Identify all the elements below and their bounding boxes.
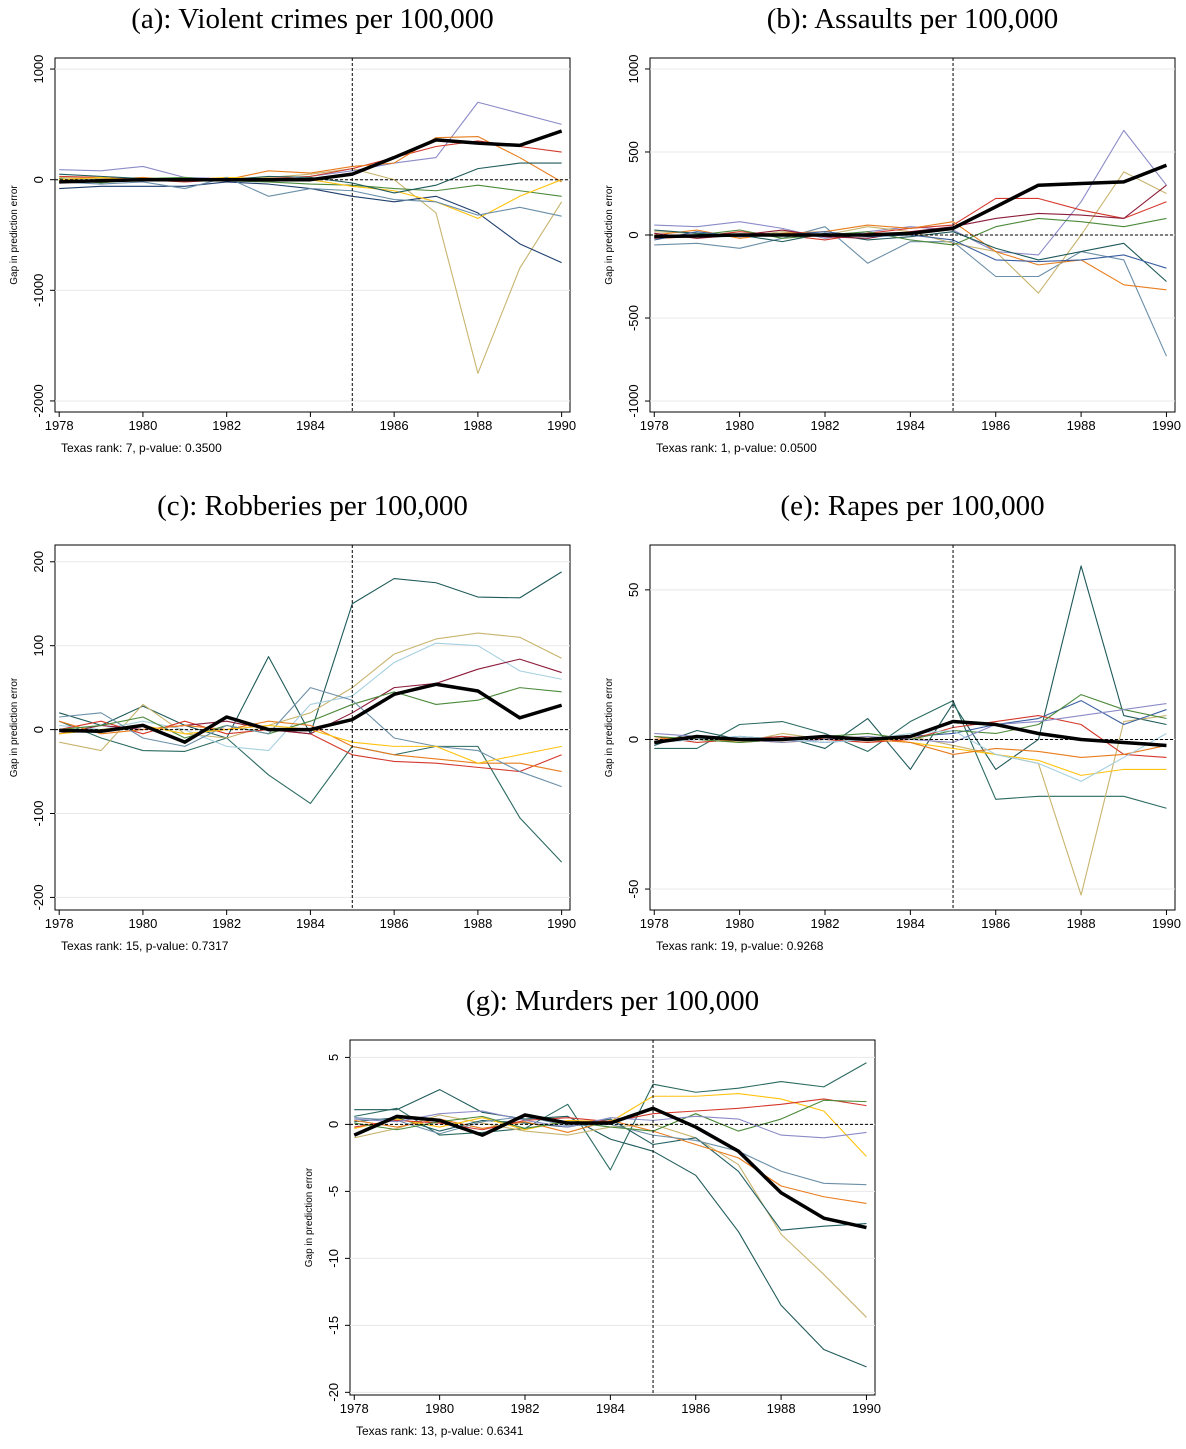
panel: (b): Assaults per 100,000 -1000 -500 0 500 10… xyxy=(604,3,1181,455)
note: Texas rank: 7, p-value: 0.3500 xyxy=(61,441,222,455)
x-tick-label: 1980 xyxy=(725,418,754,433)
y-tick-label: 0 xyxy=(626,736,641,743)
series-line xyxy=(59,135,562,184)
x-tick-label: 1978 xyxy=(340,1401,369,1416)
x-tick-label: 1990 xyxy=(547,916,576,931)
x-tick-label: 1990 xyxy=(1152,418,1181,433)
series-line xyxy=(654,700,1167,809)
x-tick-label: 1978 xyxy=(45,418,74,433)
series-line xyxy=(59,687,562,739)
y-axis-title: Gap in prediction error xyxy=(604,677,615,777)
x-tick-label: 1986 xyxy=(380,418,409,433)
panel-title: (b): Assaults per 100,000 xyxy=(767,3,1059,35)
x-tick-label: 1980 xyxy=(425,1401,454,1416)
x-tick-label: 1988 xyxy=(463,916,492,931)
x-tick-label: 1986 xyxy=(681,1401,710,1416)
panel: (g): Murders per 100,000 -20 -15 -10 -5 0 5 197… xyxy=(304,985,881,1438)
x-tick-label: 1984 xyxy=(296,916,325,931)
y-tick-label: 0 xyxy=(626,231,641,238)
panel: (c): Robberies per 100,000 -200 -100 0 100 20… xyxy=(9,490,576,953)
y-tick-label: -500 xyxy=(626,305,641,331)
series-line xyxy=(59,632,562,752)
panel-title: (a): Violent crimes per 100,000 xyxy=(131,3,494,35)
x-tick-label: 1984 xyxy=(596,1401,625,1416)
x-tick-label: 1982 xyxy=(212,418,241,433)
x-tick-label: 1982 xyxy=(811,916,840,931)
y-tick-label: -10 xyxy=(326,1249,341,1268)
y-tick-label: 100 xyxy=(31,635,46,657)
panel-title: (e): Rapes per 100,000 xyxy=(780,490,1044,522)
y-tick-label: -200 xyxy=(31,884,46,910)
y-tick-label: 500 xyxy=(626,141,641,163)
x-tick-label: 1986 xyxy=(981,418,1010,433)
x-tick-label: 1984 xyxy=(896,916,925,931)
x-tick-label: 1982 xyxy=(511,1401,540,1416)
y-tick-label: 0 xyxy=(31,176,46,183)
y-tick-label: -15 xyxy=(326,1316,341,1335)
series-line xyxy=(654,729,1167,782)
series-line xyxy=(353,1106,867,1230)
y-tick-label: -100 xyxy=(31,800,46,826)
x-tick-label: 1984 xyxy=(296,418,325,433)
y-tick-label: 1000 xyxy=(626,54,641,83)
panel: (a): Violent crimes per 100,000 -2000 -100… xyxy=(9,3,576,455)
x-tick-label: 1980 xyxy=(725,916,754,931)
plot-frame xyxy=(349,1039,876,1396)
x-tick-label: 1984 xyxy=(896,418,925,433)
plot-frame xyxy=(649,544,1176,911)
y-axis-title: Gap in prediction error xyxy=(9,677,20,777)
y-tick-label: 50 xyxy=(626,583,641,597)
note: Texas rank: 15, p-value: 0.7317 xyxy=(61,939,229,953)
series-line xyxy=(654,129,1167,256)
y-axis-title: Gap in prediction error xyxy=(9,185,20,285)
y-tick-label: 0 xyxy=(326,1121,341,1128)
x-tick-label: 1978 xyxy=(640,418,669,433)
y-tick-label: -20 xyxy=(326,1383,341,1402)
y-axis-title: Gap in prediction error xyxy=(604,185,615,285)
series-line xyxy=(654,217,1167,246)
y-tick-label: -2000 xyxy=(31,384,46,417)
series-line xyxy=(354,1089,867,1368)
note: Texas rank: 19, p-value: 0.9268 xyxy=(656,939,824,953)
x-tick-label: 1982 xyxy=(811,418,840,433)
note: Texas rank: 1, p-value: 0.0500 xyxy=(656,441,817,455)
x-tick-label: 1978 xyxy=(45,916,74,931)
y-tick-label: -5 xyxy=(326,1186,341,1198)
series-line xyxy=(354,1110,867,1139)
panel: (e): Rapes per 100,000 -50 0 50 1978 1980 1982… xyxy=(604,490,1181,953)
y-tick-label: -1000 xyxy=(626,384,641,417)
x-tick-label: 1980 xyxy=(128,418,157,433)
series-line xyxy=(654,163,1168,239)
y-axis-title: Gap in prediction error xyxy=(304,1167,315,1267)
x-tick-label: 1982 xyxy=(212,916,241,931)
y-tick-label: -50 xyxy=(626,880,641,899)
x-tick-label: 1986 xyxy=(380,916,409,931)
x-tick-label: 1988 xyxy=(767,1401,796,1416)
series-line xyxy=(59,176,562,217)
x-tick-label: 1988 xyxy=(1067,418,1096,433)
x-tick-label: 1990 xyxy=(1152,916,1181,931)
series-line xyxy=(354,1062,867,1171)
x-tick-label: 1986 xyxy=(981,916,1010,931)
series-line xyxy=(354,1117,867,1231)
note: Texas rank: 13, p-value: 0.6341 xyxy=(356,1424,524,1438)
y-tick-label: -1000 xyxy=(31,274,46,307)
panel-title: (g): Murders per 100,000 xyxy=(466,985,759,1017)
x-tick-label: 1990 xyxy=(852,1401,881,1416)
plot-frame xyxy=(54,57,571,413)
panel-title: (c): Robberies per 100,000 xyxy=(157,490,468,522)
x-tick-label: 1990 xyxy=(547,418,576,433)
y-tick-label: 0 xyxy=(31,726,46,733)
x-tick-label: 1980 xyxy=(128,916,157,931)
x-tick-label: 1988 xyxy=(1067,916,1096,931)
series-line xyxy=(59,687,562,788)
series-line xyxy=(58,720,563,863)
y-tick-label: 5 xyxy=(326,1054,341,1061)
y-tick-label: 200 xyxy=(31,551,46,573)
y-tick-label: 1000 xyxy=(31,55,46,84)
x-tick-label: 1988 xyxy=(463,418,492,433)
x-tick-label: 1978 xyxy=(640,916,669,931)
series-line xyxy=(59,642,562,752)
